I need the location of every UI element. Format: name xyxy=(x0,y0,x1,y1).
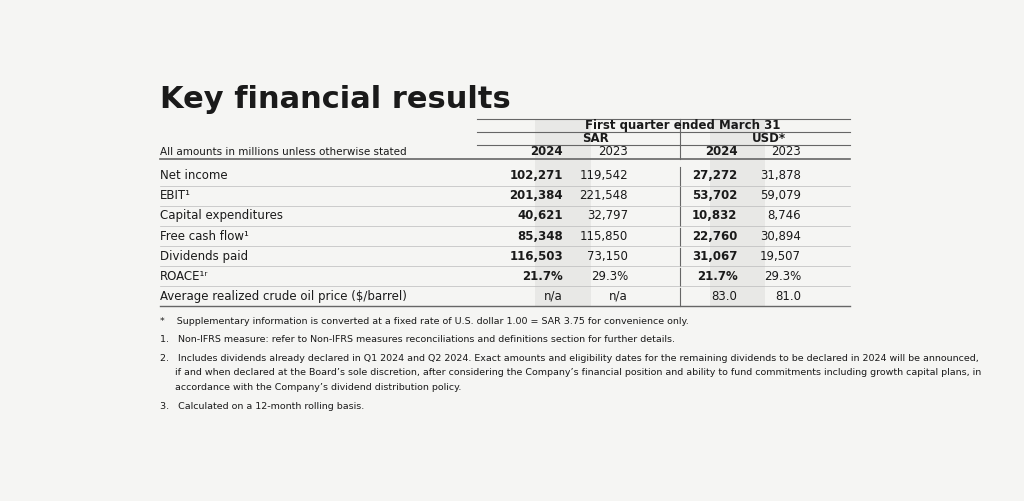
Text: *    Supplementary information is converted at a fixed rate of U.S. dollar 1.00 : * Supplementary information is converted… xyxy=(160,317,688,326)
Text: SAR: SAR xyxy=(582,132,609,145)
Text: 53,702: 53,702 xyxy=(692,189,737,202)
Bar xyxy=(536,119,591,306)
Text: 119,542: 119,542 xyxy=(580,169,628,182)
Text: 2023: 2023 xyxy=(771,145,801,158)
Text: 2024: 2024 xyxy=(705,145,737,158)
Text: USD*: USD* xyxy=(753,132,786,145)
Text: Free cash flow¹: Free cash flow¹ xyxy=(160,229,249,242)
Text: 116,503: 116,503 xyxy=(509,249,563,263)
Text: 19,507: 19,507 xyxy=(760,249,801,263)
Text: 59,079: 59,079 xyxy=(760,189,801,202)
Bar xyxy=(710,119,765,306)
Text: 102,271: 102,271 xyxy=(510,169,563,182)
Text: Capital expenditures: Capital expenditures xyxy=(160,209,283,222)
Text: 31,067: 31,067 xyxy=(692,249,737,263)
Text: 115,850: 115,850 xyxy=(580,229,628,242)
Text: 3.   Calculated on a 12-month rolling basis.: 3. Calculated on a 12-month rolling basi… xyxy=(160,401,364,410)
Text: EBIT¹: EBIT¹ xyxy=(160,189,190,202)
Text: 83.0: 83.0 xyxy=(712,290,737,303)
Text: 73,150: 73,150 xyxy=(587,249,628,263)
Text: 201,384: 201,384 xyxy=(509,189,563,202)
Text: 221,548: 221,548 xyxy=(580,189,628,202)
Text: n/a: n/a xyxy=(609,290,628,303)
Text: n/a: n/a xyxy=(544,290,563,303)
Text: 21.7%: 21.7% xyxy=(522,270,563,283)
Text: 27,272: 27,272 xyxy=(692,169,737,182)
Text: 40,621: 40,621 xyxy=(517,209,563,222)
Text: Net income: Net income xyxy=(160,169,227,182)
Text: Average realized crude oil price ($/barrel): Average realized crude oil price ($/barr… xyxy=(160,290,407,303)
Text: 31,878: 31,878 xyxy=(760,169,801,182)
Text: 2024: 2024 xyxy=(530,145,563,158)
Text: ROACE¹ʳ: ROACE¹ʳ xyxy=(160,270,208,283)
Text: accordance with the Company’s dividend distribution policy.: accordance with the Company’s dividend d… xyxy=(160,383,461,392)
Text: 1.   Non-IFRS measure: refer to Non-IFRS measures reconciliations and definition: 1. Non-IFRS measure: refer to Non-IFRS m… xyxy=(160,335,675,344)
Text: 22,760: 22,760 xyxy=(692,229,737,242)
Text: 29.3%: 29.3% xyxy=(591,270,628,283)
Text: if and when declared at the Board’s sole discretion, after considering the Compa: if and when declared at the Board’s sole… xyxy=(160,368,981,377)
Text: 21.7%: 21.7% xyxy=(696,270,737,283)
Text: Dividends paid: Dividends paid xyxy=(160,249,248,263)
Text: 32,797: 32,797 xyxy=(587,209,628,222)
Text: 10,832: 10,832 xyxy=(692,209,737,222)
Text: First quarter ended March 31: First quarter ended March 31 xyxy=(585,119,780,132)
Text: Key financial results: Key financial results xyxy=(160,85,511,114)
Text: 81.0: 81.0 xyxy=(775,290,801,303)
Text: 2023: 2023 xyxy=(598,145,628,158)
Text: 29.3%: 29.3% xyxy=(764,270,801,283)
Text: All amounts in millions unless otherwise stated: All amounts in millions unless otherwise… xyxy=(160,147,407,157)
Text: 85,348: 85,348 xyxy=(517,229,563,242)
Text: 30,894: 30,894 xyxy=(760,229,801,242)
Text: 2.   Includes dividends already declared in Q1 2024 and Q2 2024. Exact amounts a: 2. Includes dividends already declared i… xyxy=(160,354,979,363)
Text: 8,746: 8,746 xyxy=(767,209,801,222)
